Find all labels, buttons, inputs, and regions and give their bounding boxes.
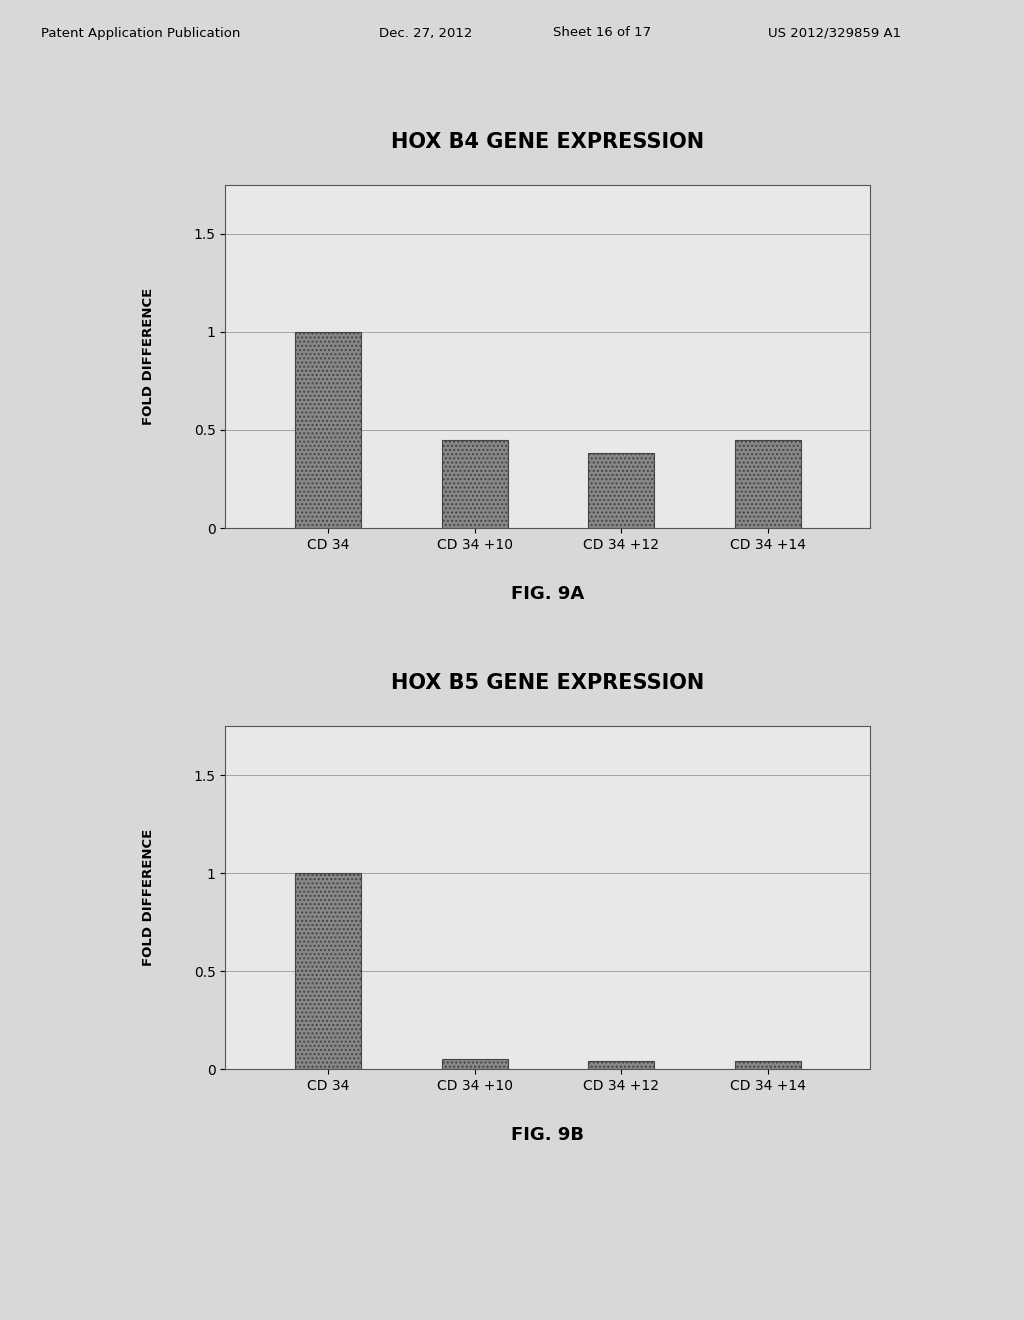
- Text: Sheet 16 of 17: Sheet 16 of 17: [553, 26, 651, 40]
- Bar: [295, 331, 360, 528]
- Bar: [441, 440, 508, 528]
- Bar: [588, 454, 654, 528]
- Text: FIG. 9B: FIG. 9B: [511, 1126, 585, 1144]
- Bar: [735, 440, 801, 528]
- Text: HOX B4 GENE EXPRESSION: HOX B4 GENE EXPRESSION: [391, 132, 705, 152]
- Bar: [735, 1061, 801, 1069]
- Bar: [441, 1060, 508, 1069]
- Text: Patent Application Publication: Patent Application Publication: [41, 26, 241, 40]
- Text: US 2012/329859 A1: US 2012/329859 A1: [768, 26, 901, 40]
- Bar: [295, 873, 360, 1069]
- Bar: [588, 1061, 654, 1069]
- Text: FIG. 9A: FIG. 9A: [511, 585, 585, 603]
- Text: FOLD DIFFERENCE: FOLD DIFFERENCE: [142, 288, 155, 425]
- Text: Dec. 27, 2012: Dec. 27, 2012: [379, 26, 472, 40]
- Text: FOLD DIFFERENCE: FOLD DIFFERENCE: [142, 829, 155, 966]
- Text: HOX B5 GENE EXPRESSION: HOX B5 GENE EXPRESSION: [391, 673, 705, 693]
